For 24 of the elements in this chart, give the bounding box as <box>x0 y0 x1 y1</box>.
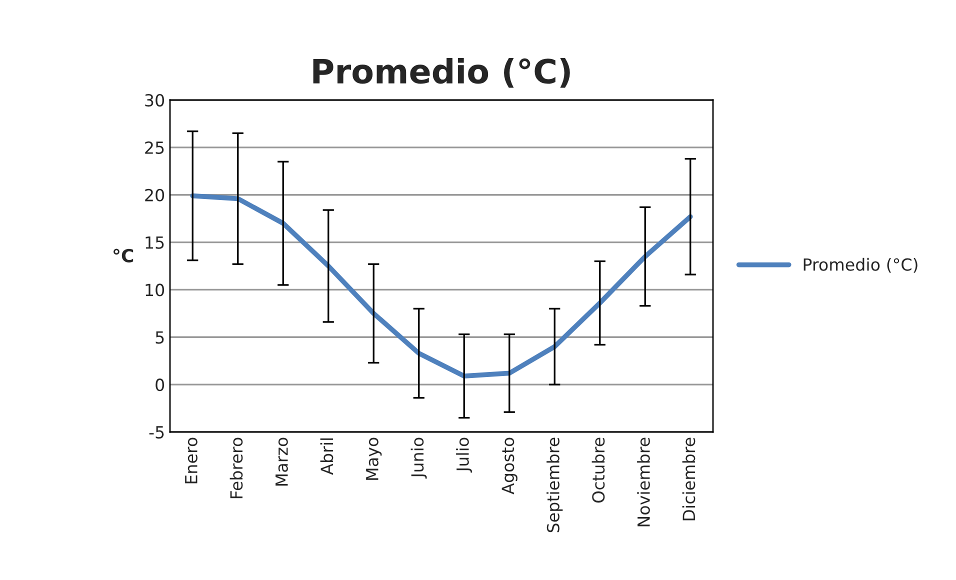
x-tick-label: Julio <box>456 438 472 473</box>
y-tick-label: 25 <box>145 141 164 154</box>
chart-title: Promedio (°C) <box>313 58 570 88</box>
legend-label: Promedio (°C) <box>804 258 918 273</box>
y-tick-label: 0 <box>156 378 164 392</box>
x-tick-label: Octubre <box>592 438 605 503</box>
x-tick-label: Septiembre <box>546 438 563 532</box>
y-axis-title: °C <box>114 248 134 262</box>
x-tick-label: Enero <box>185 438 198 484</box>
x-tick-label: Mayo <box>366 438 382 480</box>
y-tick-label: 10 <box>146 284 164 296</box>
x-tick-label: Marzo <box>276 438 288 486</box>
y-tick-label: 15 <box>146 236 164 249</box>
x-tick-label: Noviembre <box>637 438 650 526</box>
x-tick-label: Diciembre <box>682 438 696 520</box>
line-series <box>190 193 693 378</box>
y-tick-label: 5 <box>156 331 164 344</box>
y-tick-label: 30 <box>145 94 164 107</box>
x-tick-label: Abril <box>320 438 334 475</box>
y-tick-label: 20 <box>145 188 164 202</box>
y-tick-label: -5 <box>149 426 164 439</box>
x-tick-label: Febrero <box>230 438 243 498</box>
x-tick-label: Junio <box>410 438 427 479</box>
x-tick-label: Agosto <box>502 438 518 494</box>
